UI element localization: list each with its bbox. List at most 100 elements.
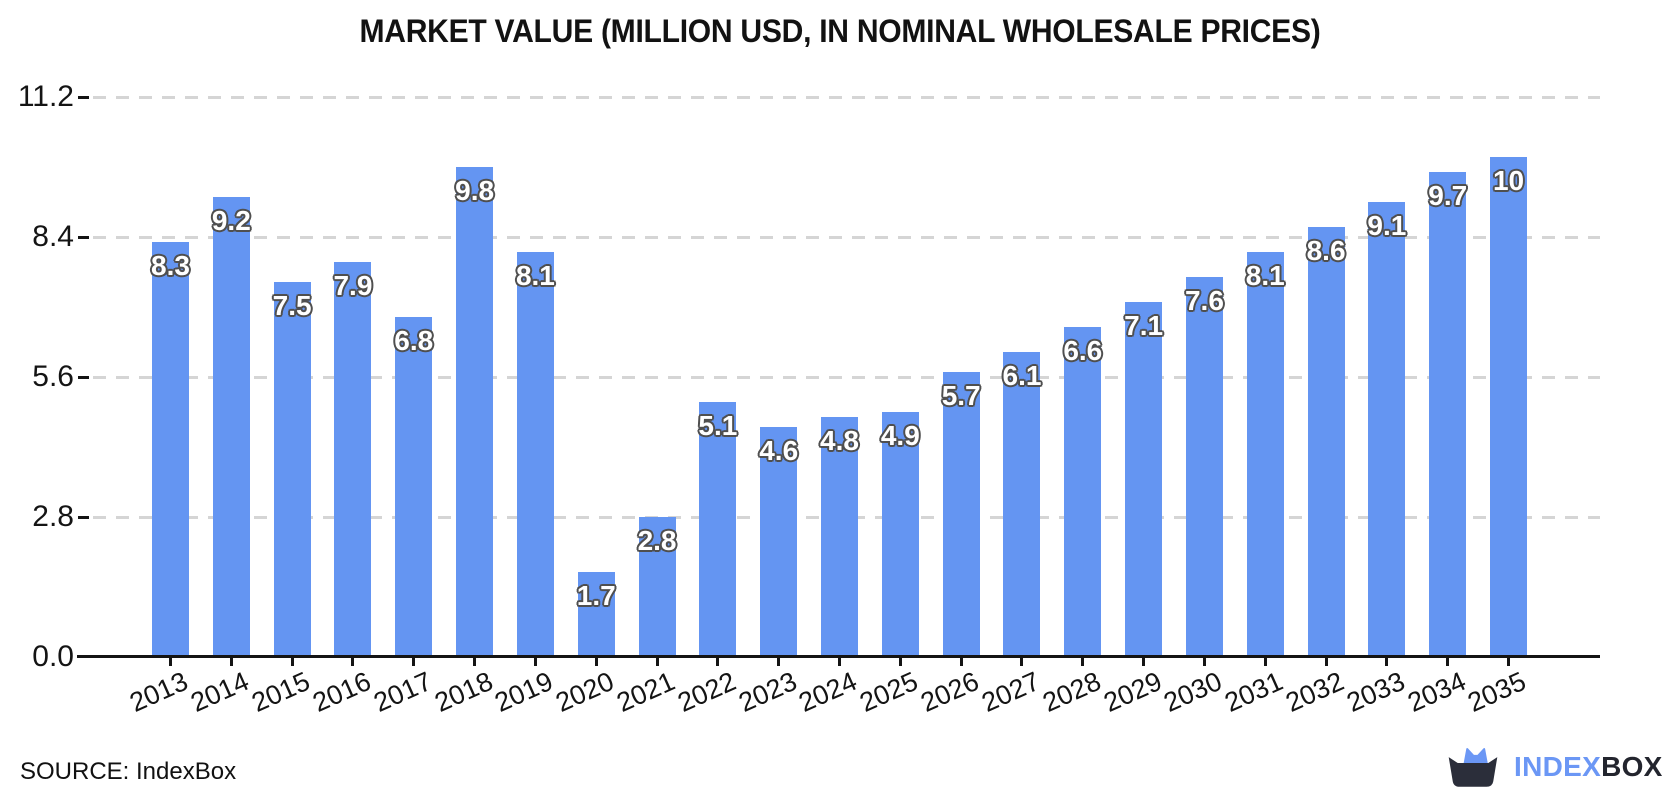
x-axis-tick-2031 <box>1263 657 1267 666</box>
bar-2022 <box>699 402 737 657</box>
bar-2013 <box>152 242 189 657</box>
bar-2032 <box>1307 227 1345 657</box>
logo-text-index: INDEX <box>1514 751 1602 782</box>
bar-value-label-2035: 10 <box>1492 165 1525 196</box>
bar-value-label-2030: 7.6 <box>1184 285 1224 316</box>
chart-title: MARKET VALUE (MILLION USD, IN NOMINAL WH… <box>359 13 1321 49</box>
y-axis-label-5.6: 5.6 <box>32 360 74 393</box>
bar-2027 <box>1003 352 1041 657</box>
bar-value-label-2031: 8.1 <box>1245 260 1285 291</box>
bar-value-label-2026: 5.7 <box>941 380 981 411</box>
bar-2014 <box>212 197 250 657</box>
x-axis-tick-2017 <box>412 657 416 666</box>
bar-2017 <box>395 317 433 657</box>
x-axis-label-2022: 2022 <box>673 666 741 718</box>
bar-value-label-2023: 4.6 <box>759 435 799 466</box>
x-axis-tick-2019 <box>533 657 537 666</box>
bar-2028 <box>1064 327 1102 657</box>
y-axis-tick-8.4 <box>78 235 89 239</box>
bar-value-label-2013: 8.3 <box>151 250 190 281</box>
x-axis-label-2018: 2018 <box>429 666 497 718</box>
x-axis-tick-2027 <box>1020 657 1024 666</box>
x-axis-label-2024: 2024 <box>794 666 862 718</box>
x-axis-label-2028: 2028 <box>1037 666 1106 718</box>
bar-value-label-2025: 4.9 <box>880 420 920 451</box>
x-axis-tick-2035 <box>1507 657 1511 666</box>
y-axis-label-2.8: 2.8 <box>32 500 74 533</box>
gridline-y-11.2 <box>93 95 1600 99</box>
y-axis-label-11.2: 11.2 <box>17 80 74 113</box>
bar-2029 <box>1125 302 1163 657</box>
bar-value-label-2020: 1.7 <box>576 580 616 611</box>
logo-text-box: BOX <box>1601 751 1663 782</box>
x-axis-tick-2013 <box>169 657 172 666</box>
x-axis-label-2023: 2023 <box>733 666 801 718</box>
bar-value-label-2021: 2.8 <box>637 525 677 556</box>
y-axis-tick-2.8 <box>78 515 89 519</box>
indexbox-logo-cat-box-icon <box>1448 747 1498 787</box>
x-axis-tick-2026 <box>959 657 963 666</box>
bar-2019 <box>516 252 554 657</box>
bar-value-label-2019: 8.1 <box>515 260 555 291</box>
bar-value-label-2032: 8.6 <box>1306 235 1346 266</box>
x-axis-label-2025: 2025 <box>855 666 923 718</box>
x-axis-tick-2014 <box>229 657 233 666</box>
x-axis-label-2016: 2016 <box>308 666 376 718</box>
bar-value-label-2034: 9.7 <box>1428 180 1468 211</box>
bar-value-label-2016: 7.9 <box>333 270 373 301</box>
bar-2033 <box>1368 202 1406 657</box>
bar-value-label-2022: 5.1 <box>698 410 738 441</box>
x-axis-tick-2016 <box>351 657 355 666</box>
x-axis-tick-2033 <box>1385 657 1389 666</box>
x-axis-label-2030: 2030 <box>1159 666 1227 718</box>
x-axis-tick-2023 <box>777 657 781 666</box>
bar-2026 <box>942 372 980 657</box>
bar-value-label-2028: 6.6 <box>1063 335 1103 366</box>
plot-area: 8.3 9.2 7.5 7.9 6.8 9.8 8.1 1.7 2.8 5.1 4.6 4.8 4.9 5… <box>90 95 1600 657</box>
x-axis-tick-2030 <box>1202 657 1206 666</box>
x-axis-label-2033: 2033 <box>1342 666 1410 718</box>
bar-2020 <box>577 572 615 657</box>
y-axis-label-8.4: 8.4 <box>32 220 74 253</box>
bar-value-label-2015: 7.5 <box>272 290 312 321</box>
x-axis-label-2031: 2031 <box>1220 666 1288 718</box>
bar-2031 <box>1246 252 1284 657</box>
bar-2018 <box>456 167 494 657</box>
x-axis-label-2021: 2021 <box>612 666 680 718</box>
x-axis-line <box>77 655 1600 658</box>
x-axis-label-2020: 2020 <box>551 666 619 718</box>
source-note: SOURCE: IndexBox <box>20 758 237 785</box>
x-axis-tick-2022 <box>716 657 720 666</box>
bar-value-label-2024: 4.8 <box>820 425 859 456</box>
y-axis-tick-11.2 <box>78 95 89 99</box>
bar-2023 <box>760 427 798 657</box>
x-axis-label-2015: 2015 <box>247 666 315 718</box>
x-axis-tick-2020 <box>594 657 598 666</box>
x-axis-tick-2015 <box>290 657 294 666</box>
x-axis-tick-2025 <box>898 657 902 666</box>
bar-value-label-2014: 9.2 <box>211 205 251 236</box>
bar-2034 <box>1429 172 1467 657</box>
x-axis-tick-2024 <box>838 657 842 666</box>
bar-2030 <box>1185 277 1223 657</box>
x-axis-label-2026: 2026 <box>916 666 984 718</box>
x-axis-label-2013: 2013 <box>125 666 193 718</box>
bar-2024 <box>821 417 859 657</box>
x-axis-label-2034: 2034 <box>1402 666 1470 718</box>
bar-value-label-2029: 7.1 <box>1124 310 1164 341</box>
bar-2015 <box>273 282 311 657</box>
y-axis-tick-5.6 <box>78 375 89 379</box>
gridline-y-8.4 <box>93 235 1600 239</box>
indexbox-logo: INDEXBOX <box>1446 744 1663 790</box>
x-axis-tick-2018 <box>473 657 477 666</box>
x-axis-label-2027: 2027 <box>977 666 1045 718</box>
bar-2021 <box>638 517 676 657</box>
x-axis-tick-2034 <box>1446 657 1450 666</box>
x-axis-label-2019: 2019 <box>490 666 558 718</box>
x-axis-label-2029: 2029 <box>1098 666 1166 718</box>
gridline-y-5.6 <box>93 375 1600 379</box>
bar-2016 <box>334 262 372 657</box>
x-axis-tick-2028 <box>1081 657 1085 666</box>
x-axis-tick-2021 <box>655 657 659 666</box>
bar-value-label-2027: 6.1 <box>1002 360 1042 391</box>
